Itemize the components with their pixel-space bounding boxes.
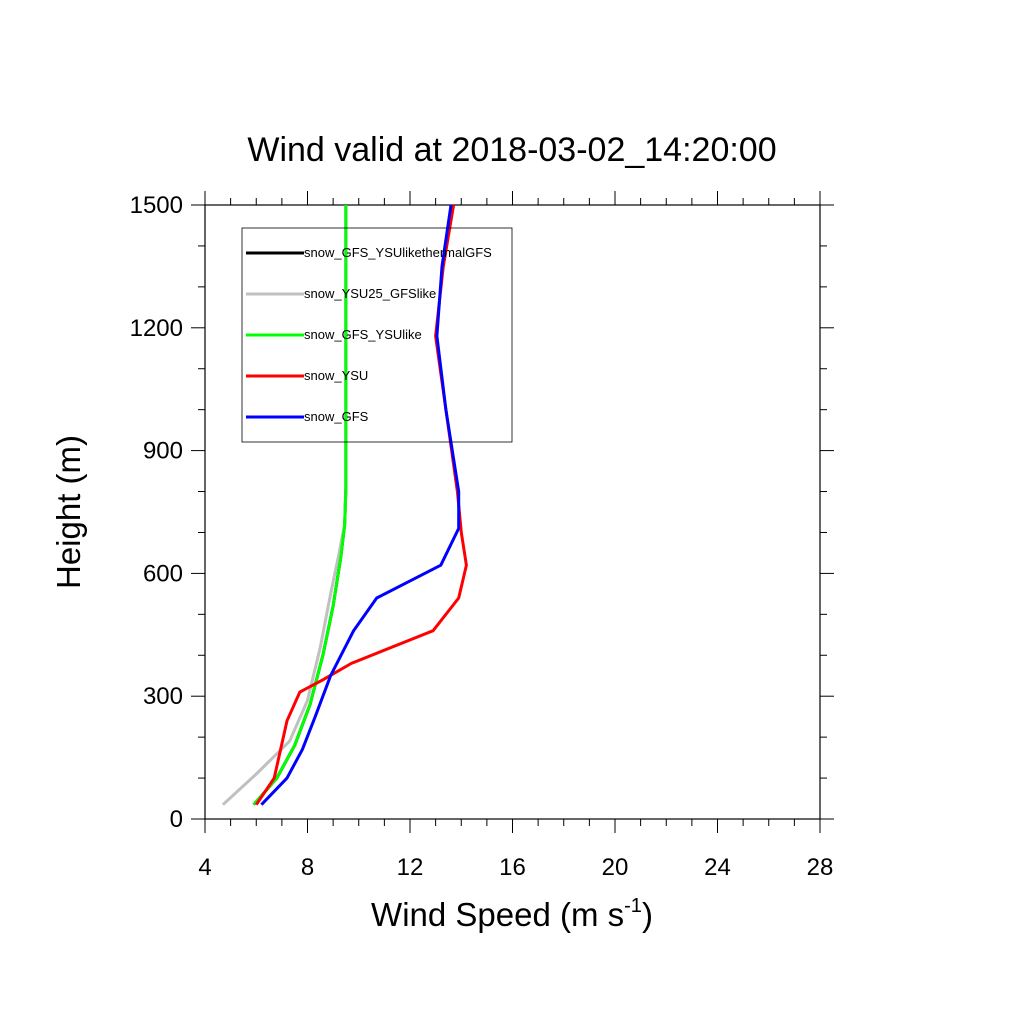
series-line-snow-gfs-ysulike bbox=[252, 205, 348, 806]
legend-label-snow-ysu: snow_YSU bbox=[304, 368, 368, 383]
x-tick-label: 24 bbox=[704, 854, 731, 881]
legend-label-snow-gfs-ysulike: snow_GFS_YSUlike bbox=[304, 327, 422, 342]
legend-label-snow-gfs-ysulikethermalgfs: snow_GFS_YSUlikethermalGFS bbox=[304, 245, 492, 260]
legend: snow_GFS_YSUlikethermalGFS snow_YSU25_GFS… bbox=[241, 227, 513, 443]
x-tick-label: 20 bbox=[602, 854, 629, 881]
series-line-snow-gfs bbox=[260, 204, 461, 806]
chart-title: Wind valid at 2018-03-02_14:20:00 bbox=[247, 131, 776, 169]
y-axis-label: Height (m) bbox=[50, 435, 87, 589]
series-lines bbox=[221, 204, 468, 806]
x-tick-label: 8 bbox=[301, 854, 314, 881]
x-tick-label: 4 bbox=[198, 854, 211, 881]
legend-box bbox=[241, 227, 513, 443]
y-tick-label: 0 bbox=[170, 806, 183, 833]
y-tick-label: 900 bbox=[143, 438, 183, 465]
y-tick-label: 1200 bbox=[130, 315, 183, 342]
x-tick-label: 16 bbox=[499, 854, 526, 881]
y-tick-label: 300 bbox=[143, 683, 183, 710]
y-tick-label: 1500 bbox=[130, 192, 183, 219]
axis-ticks bbox=[191, 191, 834, 833]
x-axis-label: Wind Speed (m s-1) bbox=[371, 895, 653, 933]
legend-label-snow-ysu25-gfslike: snow_YSU25_GFSlike bbox=[304, 286, 436, 301]
tick-labels: 4 8 12 16 20 24 28 0 300 600 900 1200 1500 bbox=[130, 192, 834, 881]
legend-label-snow-gfs: snow_GFS bbox=[304, 409, 369, 424]
x-tick-label: 12 bbox=[397, 854, 424, 881]
x-tick-label: 28 bbox=[807, 854, 834, 881]
y-tick-label: 600 bbox=[143, 560, 183, 587]
